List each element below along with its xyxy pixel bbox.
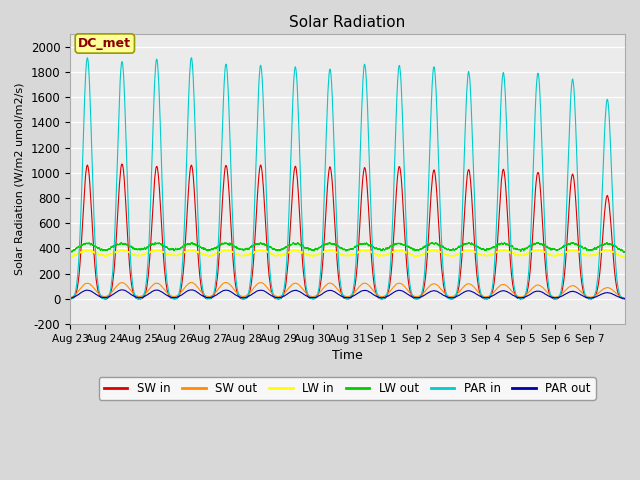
Y-axis label: Solar Radiation (W/m2 umol/m2/s): Solar Radiation (W/m2 umol/m2/s) xyxy=(15,83,25,276)
X-axis label: Time: Time xyxy=(332,349,363,362)
Title: Solar Radiation: Solar Radiation xyxy=(289,15,405,30)
Text: DC_met: DC_met xyxy=(78,37,131,50)
Legend: SW in, SW out, LW in, LW out, PAR in, PAR out: SW in, SW out, LW in, LW out, PAR in, PA… xyxy=(99,377,596,399)
